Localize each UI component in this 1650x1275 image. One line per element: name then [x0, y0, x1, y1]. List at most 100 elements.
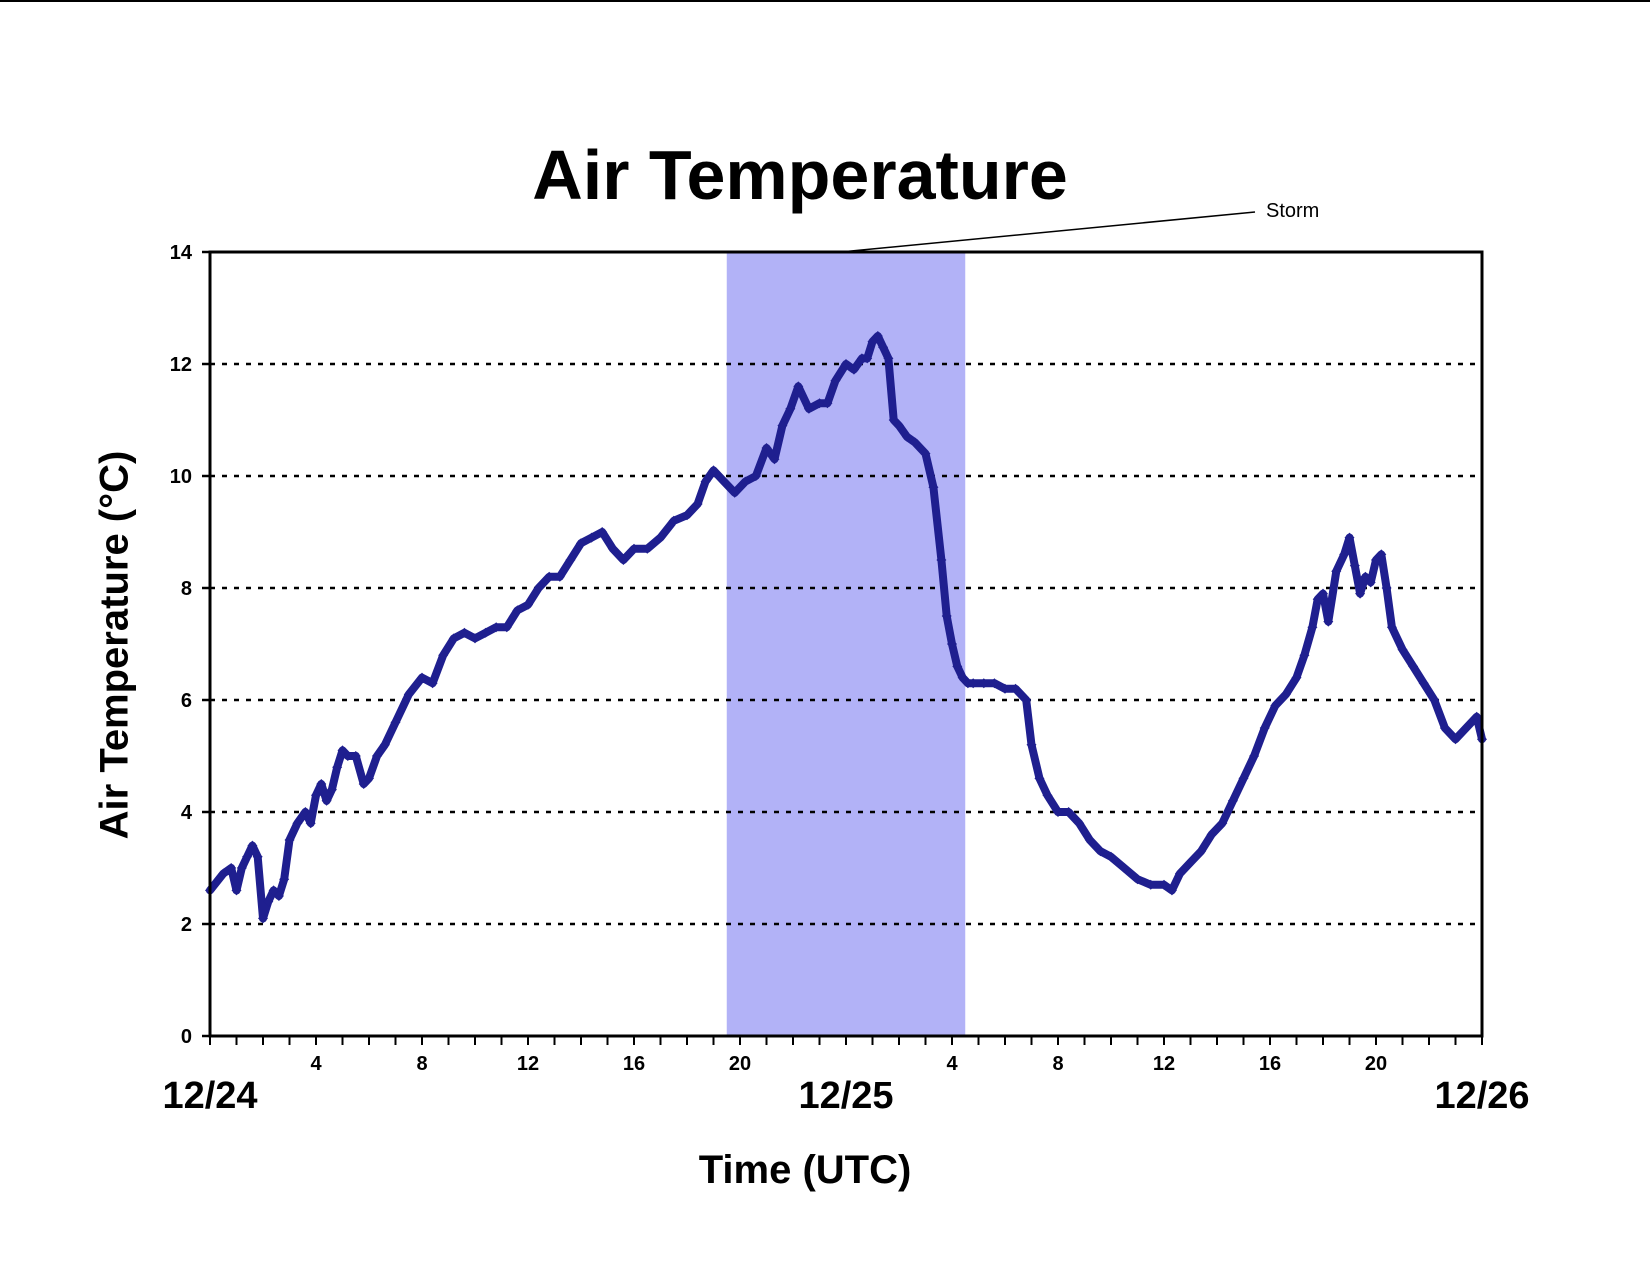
data-point — [894, 420, 904, 431]
data-point — [1291, 672, 1302, 683]
data-point — [1174, 868, 1185, 879]
data-point — [878, 342, 889, 353]
data-point — [841, 359, 851, 369]
data-point — [358, 779, 369, 789]
data-point — [292, 818, 303, 829]
data-point — [533, 583, 544, 593]
data-point — [236, 863, 247, 873]
data-point — [544, 571, 555, 582]
y-tick-label-14: 14 — [170, 242, 193, 264]
y-tick-label-10: 10 — [170, 466, 192, 488]
data-point — [1166, 885, 1177, 896]
data-point — [268, 885, 279, 896]
date-label-12-26: 12/26 — [1434, 1075, 1530, 1117]
data-point — [1227, 795, 1238, 806]
data-point — [523, 599, 533, 610]
data-point — [1074, 818, 1085, 829]
data-point — [1026, 739, 1037, 750]
x-tick-label-8: 8 — [416, 1053, 427, 1075]
data-point — [769, 454, 780, 465]
data-point — [1299, 650, 1310, 661]
data-point — [692, 499, 703, 509]
data-point — [231, 885, 242, 896]
data-point — [682, 510, 692, 521]
top-border-line — [0, 0, 1650, 2]
data-point — [247, 840, 258, 851]
data-point — [417, 672, 427, 683]
data-point — [629, 543, 639, 554]
data-point — [554, 571, 565, 582]
data-point — [1185, 857, 1196, 868]
data-point — [1206, 829, 1217, 840]
data-point — [729, 487, 740, 498]
data-point — [814, 398, 825, 409]
data-point — [252, 851, 263, 862]
data-point — [480, 627, 491, 638]
x-axis-title: Time (UTC) — [698, 1148, 912, 1192]
y-tick-label-4: 4 — [181, 802, 193, 824]
data-point — [830, 375, 841, 386]
storm-band — [726, 252, 966, 1036]
data-point — [785, 403, 796, 414]
data-point — [708, 465, 719, 476]
data-point — [1132, 874, 1143, 885]
data-point — [1259, 723, 1270, 733]
data-point — [761, 443, 772, 453]
x-tick-label-16: 16 — [623, 1053, 645, 1075]
data-point — [586, 532, 597, 543]
data-point — [1418, 678, 1429, 689]
data-point — [867, 336, 878, 347]
data-point — [668, 515, 679, 526]
data-point — [364, 773, 374, 784]
data-point — [642, 543, 653, 554]
y-tick-label-2: 2 — [181, 914, 192, 936]
data-point — [1010, 683, 1021, 694]
x-tick-label-8: 8 — [1052, 1053, 1063, 1075]
data-point — [1471, 711, 1482, 722]
data-point — [607, 543, 618, 554]
date-label-12-24: 12/24 — [162, 1075, 258, 1117]
data-point — [978, 678, 989, 689]
data-point — [793, 381, 804, 392]
x-tick-label-20: 20 — [729, 1053, 751, 1075]
data-point — [1312, 594, 1323, 605]
data-point — [777, 420, 788, 431]
x-tick-label-12: 12 — [517, 1053, 539, 1075]
data-point — [242, 851, 253, 862]
y-tick-label-8: 8 — [181, 578, 192, 600]
data-point — [1106, 851, 1116, 862]
data-point — [576, 538, 586, 549]
data-point — [501, 622, 512, 633]
data-point — [1095, 846, 1106, 857]
data-point — [316, 779, 327, 789]
x-tick-label-20: 20 — [1365, 1053, 1387, 1075]
y-tick-label-12: 12 — [170, 354, 192, 376]
data-point — [1318, 588, 1328, 599]
data-point — [1450, 734, 1461, 745]
data-point — [1119, 863, 1130, 873]
data-point — [1000, 683, 1010, 694]
data-point — [1376, 549, 1387, 560]
data-point — [300, 807, 311, 817]
data-point — [1196, 846, 1207, 857]
data-point — [909, 437, 920, 448]
data-point — [740, 476, 751, 487]
data-point — [872, 331, 883, 341]
data-point — [305, 818, 316, 829]
data-point — [1339, 549, 1350, 560]
data-point — [1217, 818, 1228, 829]
data-point — [1349, 560, 1360, 571]
data-point — [448, 633, 459, 644]
data-point — [989, 678, 1000, 689]
data-point — [597, 527, 608, 537]
data-point — [883, 353, 894, 364]
data-point — [957, 672, 968, 683]
y-tick-label-6: 6 — [181, 690, 192, 712]
y-tick-label-0: 0 — [181, 1026, 192, 1048]
data-point — [1084, 835, 1095, 845]
data-point — [1238, 773, 1249, 784]
data-point — [279, 874, 290, 885]
data-point — [491, 622, 502, 633]
data-point — [1307, 622, 1318, 633]
data-point — [1397, 644, 1408, 655]
